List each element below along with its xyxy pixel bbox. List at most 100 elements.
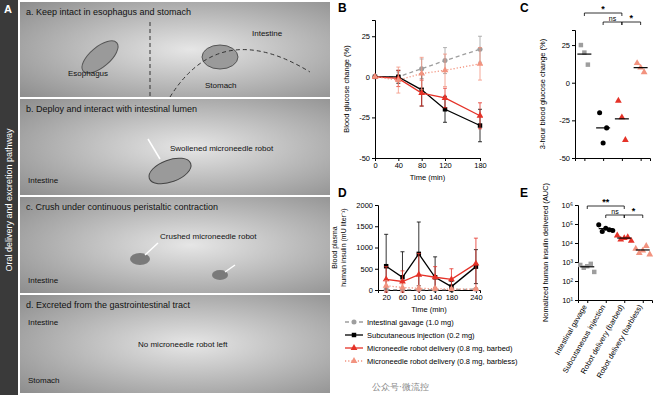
tick-mark [375,226,378,227]
axis-line [376,159,481,162]
marker [383,282,390,288]
tick: 1500 [356,222,378,231]
tick: 10¹ [562,296,578,305]
y-axis: 10¹10²10³10⁴10⁵10⁶ [561,201,578,305]
plot-area [383,222,480,293]
tick-mark [584,158,585,161]
tick [641,158,642,161]
tick-label: Robot delivery (barbless) [595,303,645,380]
marker [614,232,621,238]
legend: Intestinal gavage (1.0 mg)Subcutaneous i… [345,318,518,366]
axis-line [375,206,379,291]
tick-mark [575,224,578,225]
chart-panel: E10¹10²10³10⁴10⁵10⁶Nomalized human insul… [520,182,653,379]
chart-panel: D0500100015002000Blood plasmahuman insul… [331,186,518,366]
tick: 25 [362,32,375,41]
tick-label: 10⁵ [562,220,573,229]
tick-mark [622,158,623,161]
side-title: Oral delivery and excretion pathway [4,128,14,272]
axis-line [576,159,651,162]
x-axis-title: Time (min) [410,173,446,182]
frame-label: Intestine [28,318,59,327]
robot-shape [130,253,150,265]
tick: 10⁵ [562,220,578,229]
frame-caption: a. Keep intact in esophagus and stomach [26,7,191,17]
tick-mark [643,300,644,303]
tick-label: -50 [359,154,370,163]
tick-label: 10⁴ [561,239,573,248]
tick-label: 0 [369,286,373,295]
tick: 240 [470,290,483,302]
tick-mark [572,120,575,121]
marker [643,242,650,248]
frame-caption: c. Crush under continuous peristaltic co… [26,202,218,212]
y-axis-title: 3-hour blood glucose change (%) [538,38,547,149]
tick-mark [575,243,578,244]
mean-line [596,127,610,128]
tick-label: 80 [418,161,426,170]
marker [418,70,425,76]
tick: 80 [418,158,426,170]
tick: 0 [369,286,378,295]
frame-label: No microneedle robot left [138,340,228,349]
tick-label: 10¹ [562,296,573,305]
image-frame: b. Deploy and interact with intestinal l… [20,99,330,195]
tick-mark [375,205,378,206]
legend-label: Microneedle robot delivery (0.8 mg, barb… [367,357,518,366]
tick-mark [575,281,578,282]
image [20,295,330,393]
significance-label: ns [611,208,619,215]
tick-mark [572,45,575,46]
tick [584,158,585,161]
panel-a: AOral delivery and excretion pathwaya. K… [0,0,330,395]
significance-label: * [601,4,605,14]
tick-label: 1000 [356,243,373,252]
tick-label: 60 [399,293,407,302]
y-axis-title: Blood plasma [331,226,339,269]
robot-shape [146,153,195,189]
tick-label: 10³ [562,258,573,267]
marker [592,270,596,274]
legend-marker [351,319,356,324]
tick-mark [575,262,578,263]
marker [477,112,483,118]
mean-line [617,237,631,238]
tick-label: 20 [382,293,390,302]
significance: **ns* [587,197,643,219]
tick-mark [375,269,378,270]
tick: 10³ [562,258,578,267]
tick-label: 0 [373,161,377,170]
axis-line [572,31,576,159]
frame-label: Stomach [28,376,60,385]
y-axis-title: Blood glucose change (%) [342,45,351,133]
panel-letter: B [338,1,347,15]
marker [596,222,601,227]
marker [372,73,378,79]
legend-marker [351,344,358,350]
tick: 0 [566,79,575,88]
y-axis: -50-25025 [559,31,575,163]
marker [448,285,455,291]
tick-mark [375,290,378,291]
tick-label: 40 [395,161,403,170]
chart-panel: B-50-25025Blood glucose change (%)040801… [338,1,487,182]
tick: 10² [562,277,578,286]
panel-letter: E [520,186,528,200]
marker [579,43,583,47]
frame-label: Swollened microneedle robot [170,144,274,153]
tick: 120 [439,158,452,170]
tick-label: 25 [562,41,570,50]
axis-line [575,206,579,301]
tick: -25 [359,113,375,122]
tick: 180 [474,158,487,170]
bracket [603,22,622,25]
tick: 40 [395,158,403,170]
marker [615,97,622,103]
marker [589,262,593,266]
tick-label: -50 [559,154,570,163]
tick-label: 140 [429,293,442,302]
marker [399,278,406,284]
tick-mark [372,117,375,118]
y-axis-title: human insulin (mU liter⁻¹) [340,208,348,286]
tick-mark [372,36,375,37]
